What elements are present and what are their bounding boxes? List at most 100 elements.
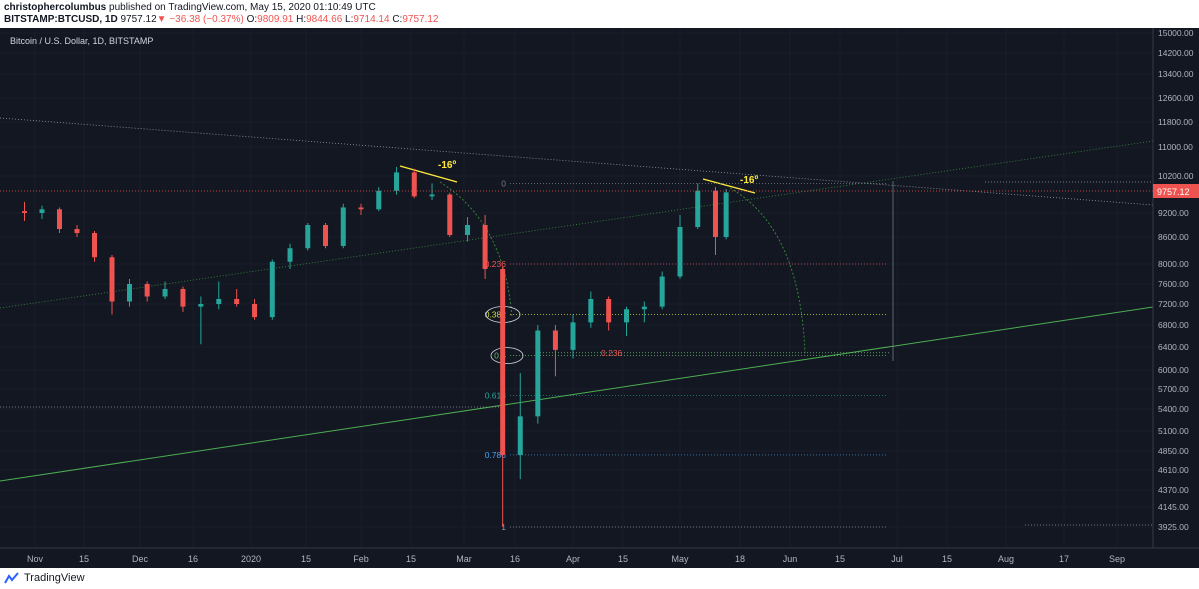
candle-body — [517, 416, 523, 455]
time-tick-label: 16 — [188, 554, 198, 564]
publish-line: christophercolumbus published on Trading… — [4, 2, 376, 13]
time-tick-label: Nov — [27, 554, 44, 564]
price-tick-label: 5700.00 — [1158, 384, 1189, 394]
high-label: H: — [296, 14, 307, 25]
time-tick-label: 2020 — [241, 554, 261, 564]
price-axis[interactable] — [1153, 28, 1199, 548]
time-tick-label: Aug — [998, 554, 1014, 564]
candle-body — [198, 304, 204, 307]
candle — [588, 291, 594, 328]
candle — [198, 296, 204, 345]
candle-body — [74, 229, 80, 233]
price-tick-label: 12600.00 — [1158, 93, 1194, 103]
price-change: −36.38 (−0.37%) — [169, 14, 244, 25]
price-tick-label: 11000.00 — [1158, 142, 1193, 152]
candle-body — [606, 299, 612, 323]
time-tick-label: Sep — [1109, 554, 1125, 564]
candle — [570, 314, 576, 359]
candle — [695, 183, 701, 229]
candle — [92, 231, 97, 262]
price-tick-label: 3925.00 — [1158, 522, 1189, 532]
candle-body — [429, 194, 435, 197]
price-chart[interactable]: -16º -16º 00.2360.3820.50.6180.78610.236… — [0, 28, 1199, 568]
candle — [517, 373, 523, 480]
low-value: 9714.14 — [353, 14, 390, 25]
resistance-trendline[interactable] — [0, 117, 1154, 206]
time-tick-label: Apr — [566, 554, 580, 564]
chart-header: christophercolumbus published on Trading… — [0, 0, 1199, 28]
mid-trendline[interactable] — [0, 140, 1154, 309]
candle — [109, 255, 115, 315]
candle — [39, 205, 45, 219]
time-tick-label: 15 — [301, 554, 311, 564]
price-tick-label: 8600.00 — [1158, 232, 1189, 242]
candle-body — [447, 194, 453, 235]
candle — [22, 201, 27, 221]
candle-body — [394, 172, 400, 191]
highlight-circle[interactable] — [490, 347, 524, 365]
candle-body — [624, 309, 629, 323]
time-tick-label: Dec — [132, 554, 149, 564]
published-text: published on TradingView.com, May 15, 20… — [109, 2, 376, 13]
candle — [74, 225, 80, 237]
high-value: 9844.66 — [306, 14, 343, 25]
price-tick-label: 8000.00 — [1158, 259, 1189, 269]
candle-body — [216, 299, 222, 304]
price-tick-label: 10200.00 — [1158, 171, 1194, 181]
price-tick-label: 13400.00 — [1158, 69, 1194, 79]
fib-level-label: 0.382 — [485, 310, 507, 320]
price-tick-label: 5400.00 — [1158, 404, 1189, 414]
candle-body — [127, 284, 132, 302]
time-axis-labels[interactable]: Nov 15 Dec 16 2020 15 Feb 15 Mar 16 Apr 15 May 18 Jun 1… — [27, 554, 1125, 564]
price-tick-label: 14200.00 — [1158, 48, 1194, 58]
candle — [624, 306, 629, 336]
candle-body — [535, 330, 541, 417]
candle-body — [465, 225, 471, 235]
candle-body — [411, 172, 417, 197]
angle-line-right[interactable] — [702, 178, 756, 194]
candle-body — [234, 299, 240, 304]
fib-level-label: 0 — [501, 178, 506, 188]
candle-body — [358, 207, 364, 210]
candle — [127, 279, 132, 307]
candle-body — [500, 269, 506, 455]
candle-body — [39, 209, 45, 213]
symbol-label[interactable]: BITSTAMP:BTCUSD, 1D — [4, 14, 118, 25]
candle-body — [712, 190, 718, 237]
down-arrow-icon: ▼ — [156, 14, 167, 25]
candle-body — [570, 322, 576, 350]
candle-body — [641, 306, 647, 310]
fib-level-label: 0.236 — [485, 259, 507, 269]
author-name[interactable]: christophercolumbus — [4, 2, 107, 13]
support-trendline[interactable] — [0, 306, 1154, 482]
time-tick-label: 15 — [835, 554, 845, 564]
angle-line-left[interactable] — [399, 165, 458, 183]
close-value: 9757.12 — [402, 14, 439, 25]
time-tick-label: May — [671, 554, 689, 564]
drawing-overlays: -16º -16º — [0, 117, 1154, 526]
candle-body — [482, 225, 488, 269]
time-tick-label: 16 — [510, 554, 520, 564]
candle-body — [376, 190, 382, 210]
candle-body — [144, 284, 150, 297]
price-tick-label: 4145.00 — [1158, 502, 1189, 512]
candle-body — [677, 227, 683, 277]
price-tick-label: 6000.00 — [1158, 365, 1189, 375]
candle — [535, 325, 541, 424]
time-tick-label: Feb — [353, 554, 369, 564]
tradingview-brand[interactable]: TradingView — [24, 572, 85, 584]
candle — [57, 207, 62, 233]
candle-body — [180, 289, 186, 307]
close-label: C: — [392, 14, 403, 25]
time-tick-label: 15 — [618, 554, 628, 564]
open-label: O: — [246, 14, 258, 25]
candle-body — [162, 289, 168, 297]
candle — [447, 192, 453, 237]
time-tick-label: 15 — [79, 554, 89, 564]
price-tick-label: 9200.00 — [1158, 208, 1189, 218]
last-price-tag-text: 9757.12 — [1157, 187, 1190, 197]
chart-background — [0, 28, 1199, 568]
price-tick-label: 4610.00 — [1158, 465, 1189, 475]
tradingview-logo-icon[interactable] — [4, 571, 20, 585]
